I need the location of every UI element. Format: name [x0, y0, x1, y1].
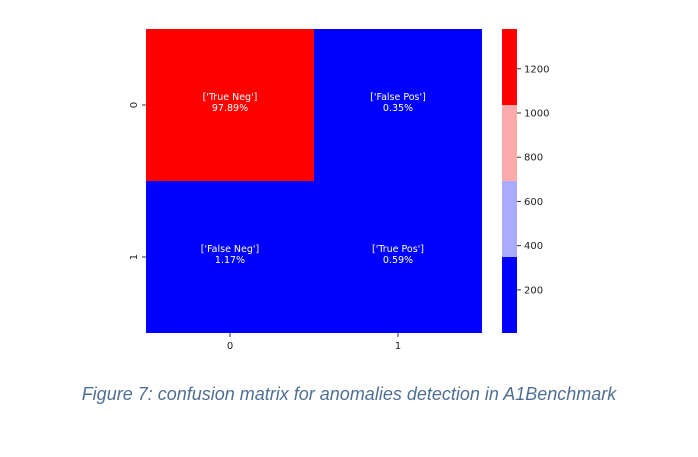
- axis-ticks: 0 1 0 1: [129, 102, 401, 352]
- cell-name-label: ['True Neg']: [203, 92, 258, 103]
- colorbar-band: [502, 29, 517, 106]
- cell-percent-label: 97.89%: [212, 103, 248, 114]
- colorbar-tick-label: 200: [524, 285, 543, 296]
- heatmap-cells: [146, 29, 482, 333]
- cell-name-label: ['True Pos']: [372, 244, 424, 255]
- cell-percent-label: 0.59%: [383, 255, 413, 266]
- colorbar-band: [502, 256, 517, 333]
- colorbar-band: [502, 105, 517, 181]
- cell-percent-label: 0.35%: [383, 103, 413, 114]
- colorbar-tick-label: 1200: [524, 64, 549, 75]
- colorbar: 200 400 600 800 1000 1200: [502, 29, 549, 333]
- y-tick-label: 0: [129, 102, 140, 108]
- y-tick-label: 1: [129, 254, 140, 260]
- heatmap-cell: [314, 181, 482, 333]
- cell-name-label: ['False Neg']: [201, 244, 259, 255]
- colorbar-band: [502, 180, 517, 257]
- colorbar-tick-label: 400: [524, 241, 543, 252]
- colorbar-tick-label: 800: [524, 153, 543, 164]
- colorbar-tick-label: 600: [524, 197, 543, 208]
- heatmap-cell: [146, 181, 314, 333]
- heatmap-cell: [314, 29, 482, 181]
- cell-name-label: ['False Pos']: [370, 92, 426, 103]
- figure-caption: Figure 7: confusion matrix for anomalies…: [81, 384, 617, 404]
- x-tick-label: 0: [227, 341, 233, 352]
- colorbar-tick-label: 1000: [524, 109, 549, 120]
- cell-labels: ['True Neg']97.89% ['False Pos']0.35% ['Fa…: [201, 92, 426, 266]
- x-tick-label: 1: [395, 341, 401, 352]
- heatmap-cell: [146, 29, 314, 181]
- cell-percent-label: 1.17%: [215, 255, 245, 266]
